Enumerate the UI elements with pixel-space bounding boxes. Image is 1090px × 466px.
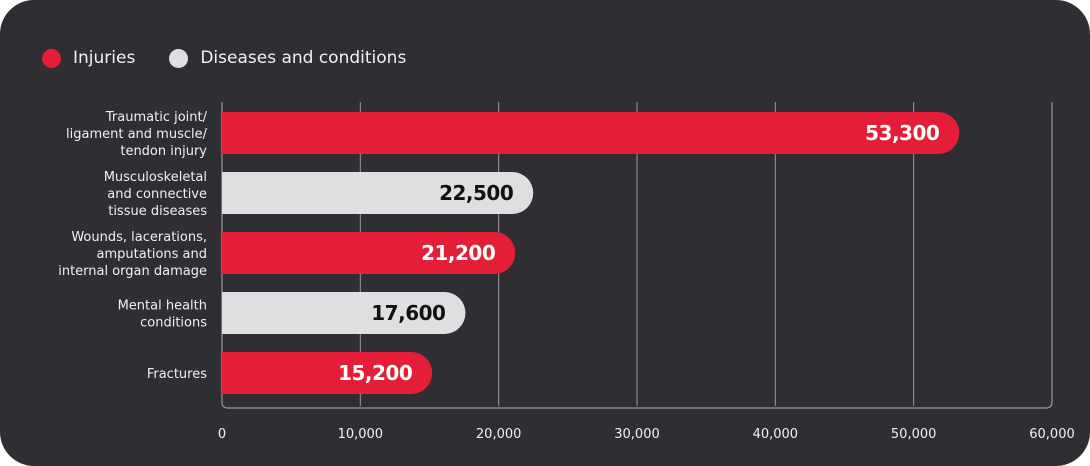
x-tick-label: 50,000 — [891, 427, 937, 442]
bar-value-label: 21,200 — [421, 241, 495, 265]
category-label-line: ligament and muscle/ — [66, 127, 208, 142]
legend-marker-diseases — [169, 48, 189, 68]
legend-marker-injuries — [42, 48, 61, 68]
category-label: Fractures — [147, 367, 207, 382]
legend-item-diseases: Diseases and conditions — [169, 48, 406, 68]
x-tick-label: 20,000 — [476, 427, 522, 442]
bar-value-label: 53,300 — [865, 121, 939, 145]
category-label-line: Musculoskeletal — [104, 170, 207, 185]
x-tick-label: 30,000 — [614, 427, 660, 442]
legend-label-diseases: Diseases and conditions — [200, 48, 407, 68]
x-tick-label: 40,000 — [753, 427, 799, 442]
axis-frame — [221, 102, 1053, 409]
bar-injuries — [222, 112, 960, 154]
category-label: Musculoskeletal and connective tissue dise… — [104, 170, 208, 219]
category-label-line: tissue diseases — [108, 204, 207, 219]
bar-value-label: 22,500 — [439, 181, 513, 205]
bar-value-label: 15,200 — [338, 361, 412, 385]
category-label-line: tendon injury — [120, 144, 207, 159]
category-label-line: and connective — [107, 187, 207, 202]
bar-diseases — [222, 292, 466, 334]
category-label-line: Traumatic joint/ — [105, 110, 208, 125]
legend: Injuries Diseases and conditions — [42, 44, 440, 72]
category-label-line: internal organ damage — [58, 264, 207, 279]
category-label: Wounds, lacerations, amputations and inter… — [58, 230, 207, 279]
category-label-line: Wounds, lacerations, — [71, 230, 207, 245]
category-label-line: conditions — [140, 316, 207, 331]
category-label: Mental health conditions — [118, 299, 208, 331]
category-label: Traumatic joint/ligament and muscle/tend… — [66, 110, 208, 159]
x-tick-label: 10,000 — [338, 427, 384, 442]
legend-label-injuries: Injuries — [73, 48, 136, 68]
bar-value-label: 17,600 — [371, 301, 445, 325]
category-label-line: Mental health — [118, 299, 207, 314]
category-label-line: amputations and — [97, 247, 207, 262]
x-tick-label: 60,000 — [1029, 427, 1075, 442]
legend-item-injuries: Injuries — [42, 48, 135, 68]
category-label-line: Fractures — [147, 367, 207, 382]
x-tick-label: 0 — [218, 427, 226, 442]
bar-injuries — [222, 232, 516, 274]
bar-diseases — [222, 172, 534, 214]
bar-injuries — [222, 352, 433, 394]
